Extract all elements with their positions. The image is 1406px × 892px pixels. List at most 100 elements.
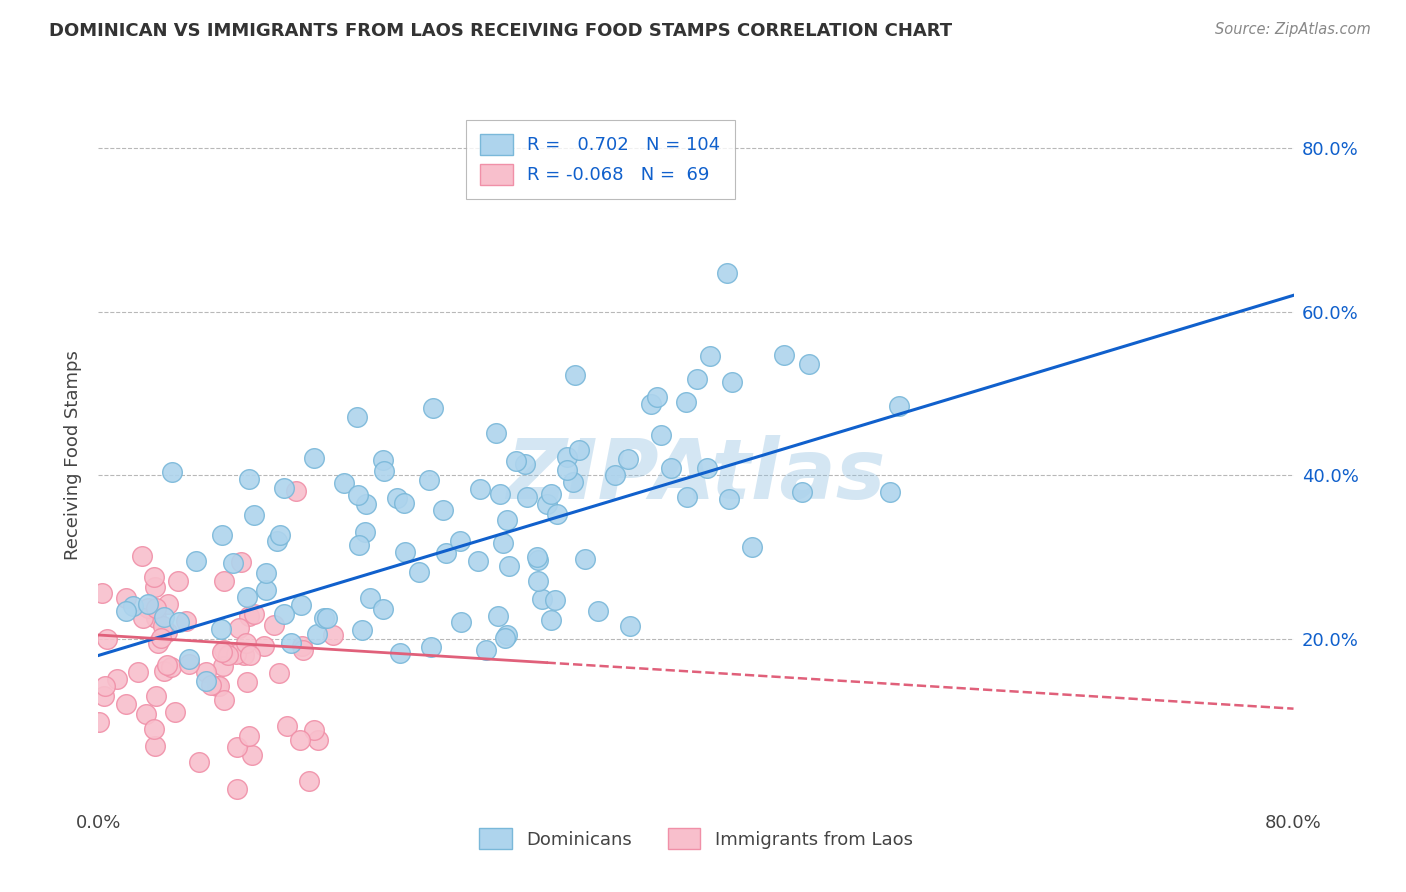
Point [132, 611, 155, 625]
Point [307, 733, 329, 747]
Point [149, 631, 172, 645]
Point [315, 610, 337, 624]
Point [659, 460, 682, 475]
Point [353, 524, 375, 539]
Point [205, 679, 228, 693]
Point [645, 390, 668, 404]
Point [505, 454, 527, 468]
Point [359, 591, 381, 605]
Point [238, 609, 260, 624]
Point [564, 368, 586, 382]
Point [145, 689, 167, 703]
Point [492, 536, 515, 550]
Point [388, 646, 411, 660]
Point [298, 773, 321, 788]
Point [238, 729, 260, 743]
Point [269, 528, 291, 542]
Point [163, 706, 186, 720]
Point [586, 604, 609, 618]
Point [115, 698, 138, 712]
Point [302, 450, 325, 465]
Point [302, 723, 325, 738]
Point [143, 581, 166, 595]
Point [231, 555, 253, 569]
Point [212, 692, 235, 706]
Point [418, 473, 440, 487]
Point [408, 565, 430, 579]
Point [799, 358, 821, 372]
Point [235, 635, 257, 649]
Point [772, 348, 794, 362]
Text: ZIPAtlas: ZIPAtlas [506, 435, 886, 516]
Point [93, 689, 115, 703]
Point [177, 652, 200, 666]
Point [467, 554, 489, 568]
Point [716, 266, 738, 280]
Point [254, 583, 277, 598]
Point [619, 619, 641, 633]
Point [211, 645, 233, 659]
Point [156, 597, 179, 611]
Point [675, 491, 697, 505]
Point [616, 452, 638, 467]
Point [135, 707, 157, 722]
Point [290, 598, 312, 612]
Point [513, 457, 536, 471]
Point [468, 483, 491, 497]
Point [603, 468, 626, 483]
Point [200, 678, 222, 692]
Text: Source: ZipAtlas.com: Source: ZipAtlas.com [1215, 22, 1371, 37]
Point [526, 574, 548, 588]
Point [675, 395, 697, 409]
Point [686, 372, 709, 386]
Point [879, 484, 901, 499]
Point [273, 607, 295, 622]
Point [536, 497, 558, 511]
Point [495, 631, 517, 645]
Point [114, 591, 136, 606]
Point [489, 487, 512, 501]
Point [184, 554, 207, 568]
Point [516, 490, 538, 504]
Point [167, 615, 190, 629]
Point [347, 538, 370, 552]
Point [194, 673, 217, 688]
Point [562, 475, 585, 489]
Point [253, 640, 276, 654]
Point [546, 507, 568, 521]
Point [717, 491, 740, 506]
Point [314, 611, 336, 625]
Point [350, 623, 373, 637]
Point [233, 648, 256, 662]
Point [254, 566, 277, 580]
Point [450, 615, 472, 629]
Point [156, 658, 179, 673]
Point [105, 672, 128, 686]
Point [122, 599, 145, 614]
Point [236, 590, 259, 604]
Point [555, 450, 578, 464]
Point [214, 574, 236, 589]
Point [696, 461, 718, 475]
Point [333, 475, 356, 490]
Point [322, 628, 344, 642]
Point [346, 409, 368, 424]
Point [527, 553, 550, 567]
Point [292, 642, 315, 657]
Point [373, 453, 395, 467]
Point [209, 623, 232, 637]
Point [544, 593, 567, 607]
Point [373, 465, 395, 479]
Point [273, 481, 295, 495]
Point [307, 627, 329, 641]
Point [422, 401, 444, 416]
Point [89, 715, 111, 730]
Point [267, 665, 290, 680]
Point [211, 658, 233, 673]
Point [217, 648, 239, 662]
Point [291, 640, 314, 654]
Point [96, 632, 118, 646]
Point [240, 748, 263, 763]
Point [167, 574, 190, 588]
Point [145, 610, 167, 624]
